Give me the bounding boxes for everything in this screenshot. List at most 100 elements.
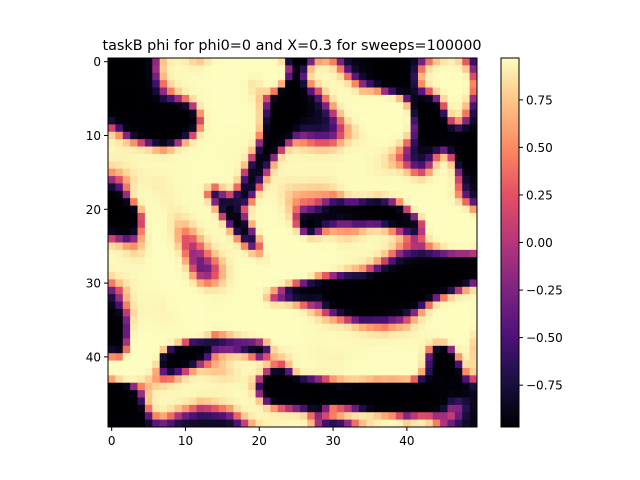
heatmap-cell xyxy=(336,419,345,428)
heatmap-cell xyxy=(152,353,161,361)
heatmap-cell xyxy=(240,198,249,206)
heatmap-cell xyxy=(381,102,389,111)
heatmap-cell xyxy=(322,161,330,170)
heatmap-cell xyxy=(240,331,249,339)
heatmap-cell xyxy=(108,301,116,310)
heatmap-cell xyxy=(314,338,323,347)
heatmap-cell xyxy=(240,272,249,280)
heatmap-cell xyxy=(196,205,205,214)
heatmap-cell xyxy=(373,404,382,413)
heatmap-cell xyxy=(167,212,175,221)
heatmap-cell xyxy=(262,131,271,140)
heatmap-cell xyxy=(432,190,441,199)
heatmap-cell xyxy=(432,72,441,81)
heatmap-cell xyxy=(196,279,205,288)
heatmap-cell xyxy=(130,404,138,413)
heatmap-cell xyxy=(366,360,375,369)
heatmap-cell xyxy=(270,404,279,413)
heatmap-cell xyxy=(226,139,234,147)
heatmap-cell xyxy=(285,242,293,251)
heatmap-cell xyxy=(432,375,441,384)
heatmap-cell xyxy=(410,117,419,125)
heatmap-cell xyxy=(292,249,301,258)
heatmap-cell xyxy=(152,94,161,103)
heatmap-cell xyxy=(447,294,456,302)
heatmap-cell xyxy=(307,205,315,214)
heatmap-cell xyxy=(277,360,286,369)
heatmap-cell xyxy=(115,87,124,96)
heatmap-cell xyxy=(351,153,360,162)
heatmap-cell xyxy=(395,331,404,339)
heatmap-cell xyxy=(366,102,375,111)
heatmap-cell xyxy=(130,382,138,391)
heatmap-cell xyxy=(159,323,168,332)
heatmap-cell xyxy=(218,72,227,81)
heatmap-cell xyxy=(233,301,242,310)
heatmap-cell xyxy=(167,331,175,339)
heatmap-cell xyxy=(454,205,463,214)
heatmap-cell xyxy=(314,353,323,361)
heatmap-cell xyxy=(469,353,478,361)
heatmap-cell xyxy=(381,58,389,66)
colorbar-tick-label: −0.25 xyxy=(526,284,563,298)
heatmap-cell xyxy=(292,212,301,221)
heatmap-cell xyxy=(366,168,375,177)
heatmap-cell xyxy=(344,94,352,103)
heatmap-cell xyxy=(218,65,227,74)
heatmap-cell xyxy=(322,294,330,302)
heatmap-cell xyxy=(329,367,338,376)
heatmap-cell xyxy=(152,235,161,243)
heatmap-cell xyxy=(144,286,153,295)
heatmap-cell xyxy=(226,316,234,325)
heatmap-cell xyxy=(417,272,426,280)
heatmap-cell xyxy=(122,264,131,273)
heatmap-cell xyxy=(381,397,389,406)
heatmap-cell xyxy=(314,109,323,118)
heatmap-cell xyxy=(189,109,197,118)
heatmap-cell xyxy=(277,102,286,111)
heatmap-cell xyxy=(403,183,411,192)
heatmap-cell xyxy=(181,301,190,310)
heatmap-cell xyxy=(115,249,124,258)
heatmap-cell xyxy=(425,375,434,384)
heatmap-cell xyxy=(336,183,345,192)
heatmap-cell xyxy=(167,279,175,288)
heatmap-cell xyxy=(454,338,463,347)
heatmap-cell xyxy=(432,419,441,428)
heatmap-cell xyxy=(203,161,212,170)
heatmap-cell xyxy=(440,412,448,420)
heatmap-cell xyxy=(262,390,271,398)
heatmap-cell xyxy=(425,404,434,413)
heatmap-cell xyxy=(307,301,315,310)
heatmap-cell xyxy=(152,183,161,192)
heatmap-cell xyxy=(454,65,463,74)
heatmap-cell xyxy=(203,131,212,140)
heatmap-cell xyxy=(432,353,441,361)
heatmap-cell xyxy=(469,109,478,118)
heatmap-cell xyxy=(417,212,426,221)
heatmap-cell xyxy=(122,279,131,288)
heatmap-cell xyxy=(262,65,271,74)
x-tick-label: 30 xyxy=(325,434,340,448)
heatmap-cell xyxy=(425,301,434,310)
heatmap-cell xyxy=(440,301,448,310)
heatmap-cell xyxy=(388,153,397,162)
heatmap-cell xyxy=(299,323,308,332)
heatmap-cell xyxy=(417,198,426,206)
heatmap-cell xyxy=(307,272,315,280)
heatmap-cell xyxy=(196,331,205,339)
heatmap-cell xyxy=(454,153,463,162)
heatmap-cell xyxy=(248,176,256,184)
heatmap-cell xyxy=(403,308,411,317)
heatmap-cell xyxy=(189,331,197,339)
heatmap-cell xyxy=(462,264,470,273)
heatmap-cell xyxy=(469,367,478,376)
colorbar xyxy=(501,58,519,427)
heatmap-cell xyxy=(329,198,338,206)
heatmap-cell xyxy=(373,220,382,229)
heatmap-cell xyxy=(395,412,404,420)
heatmap-cell xyxy=(159,65,168,74)
heatmap-cell xyxy=(240,264,249,273)
heatmap-cell xyxy=(211,80,220,88)
heatmap-cell xyxy=(174,227,183,236)
